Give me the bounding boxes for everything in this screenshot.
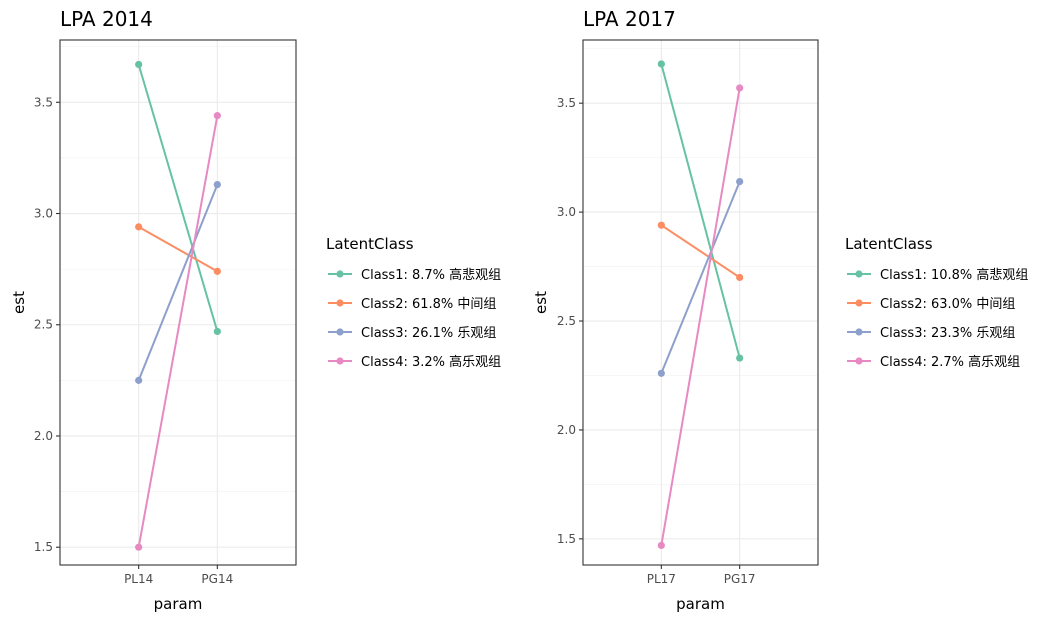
y-tick-label: 2.0 bbox=[557, 423, 576, 437]
legend-key-point bbox=[855, 270, 863, 278]
legend-item-class3: Class3: 26.1% 乐观组 bbox=[328, 326, 496, 341]
x-axis-title: param bbox=[676, 595, 725, 613]
series-line-class2 bbox=[660, 224, 741, 279]
data-point-class1-pl14 bbox=[135, 60, 143, 69]
plot-border bbox=[582, 39, 819, 566]
chart-panel-2: 1.5 2.0 2.5 3.0 3.5 PL17 PG17 LPA 2017 param est L… bbox=[532, 7, 1028, 613]
plot-background bbox=[60, 40, 296, 565]
x-tick-label: PL14 bbox=[124, 572, 153, 586]
legend-item-class4: Class4: 3.2% 高乐观组 bbox=[328, 354, 501, 370]
legend-label: Class4: 2.7% 高乐观组 bbox=[880, 354, 1020, 370]
x-axis-title: param bbox=[154, 595, 203, 613]
y-axis-title: est bbox=[532, 291, 550, 314]
legend-item-class2: Class2: 63.0% 中间组 bbox=[847, 297, 1015, 312]
data-point-class1-pg17 bbox=[736, 354, 744, 362]
data-point-class2-pg14 bbox=[213, 267, 221, 275]
plot-background bbox=[583, 40, 818, 565]
legend-key-point bbox=[336, 270, 344, 278]
y-tick-label: 3.0 bbox=[557, 205, 576, 219]
legend-key-point bbox=[855, 328, 863, 336]
legend-label: Class1: 8.7% 高悲观组 bbox=[361, 267, 501, 283]
series-line-class3 bbox=[660, 181, 741, 374]
series-line-class1 bbox=[137, 64, 219, 332]
y-tick-label: 2.5 bbox=[557, 314, 576, 328]
chart-title: LPA 2014 bbox=[60, 7, 153, 31]
y-tick-label: 3.5 bbox=[557, 96, 576, 110]
chart-panel-1: 1.5 2.0 2.5 3.0 3.5 PL14 PG14 LPA 2014 param est L… bbox=[10, 7, 501, 613]
legend-key-point bbox=[336, 299, 344, 307]
y-tick-label: 3.5 bbox=[34, 95, 53, 109]
chart-title: LPA 2017 bbox=[583, 7, 676, 31]
data-point-class4-pl17 bbox=[657, 541, 665, 549]
legend-item-class4: Class4: 2.7% 高乐观组 bbox=[847, 354, 1020, 370]
legend-title: LatentClass bbox=[326, 235, 414, 253]
y-tick-label: 1.5 bbox=[34, 540, 53, 554]
data-point-class3-pg17 bbox=[736, 177, 744, 186]
legend-label: Class1: 10.8% 高悲观组 bbox=[880, 267, 1028, 283]
series-line-class1 bbox=[660, 63, 741, 359]
series-line-class4 bbox=[660, 87, 741, 546]
x-tick-label: PL17 bbox=[647, 572, 676, 586]
legend-key-point bbox=[855, 299, 863, 307]
data-point-class1-pg14 bbox=[213, 327, 221, 336]
y-tick-label: 1.5 bbox=[557, 532, 576, 546]
legend-label: Class3: 26.1% 乐观组 bbox=[361, 326, 496, 341]
data-point-class3-pl14 bbox=[135, 376, 143, 384]
plot-border bbox=[59, 39, 297, 566]
legend-title: LatentClass bbox=[845, 235, 933, 253]
legend-item-class2: Class2: 61.8% 中间组 bbox=[328, 297, 496, 312]
legend-item-class3: Class3: 23.3% 乐观组 bbox=[847, 326, 1015, 341]
data-point-class2-pl14 bbox=[135, 223, 143, 231]
data-point-class4-pg17 bbox=[736, 84, 744, 92]
legend: LatentClass Class1: 8.7% 高悲观组 Class2: 61.8… bbox=[326, 235, 501, 370]
data-point-class4-pl14 bbox=[135, 543, 143, 551]
data-point-class1-pl17 bbox=[657, 60, 665, 68]
legend-item-class1: Class1: 8.7% 高悲观组 bbox=[328, 267, 501, 283]
data-point-class4-pg14 bbox=[213, 112, 221, 120]
series-line-class3 bbox=[137, 184, 219, 381]
y-tick-label: 2.0 bbox=[34, 429, 53, 443]
y-tick-label: 3.0 bbox=[34, 207, 53, 221]
legend-key-point bbox=[855, 357, 863, 365]
legend-label: Class2: 61.8% 中间组 bbox=[361, 297, 496, 312]
legend-label: Class4: 3.2% 高乐观组 bbox=[361, 354, 501, 370]
series-line-class4 bbox=[137, 115, 219, 548]
legend-item-class1: Class1: 10.8% 高悲观组 bbox=[847, 267, 1028, 283]
legend-key-point bbox=[336, 328, 344, 336]
data-point-class3-pg14 bbox=[213, 180, 221, 189]
series-line-class2 bbox=[138, 225, 218, 273]
data-point-class2-pg17 bbox=[736, 273, 744, 282]
legend-label: Class3: 23.3% 乐观组 bbox=[880, 326, 1015, 341]
legend-key-point bbox=[336, 357, 344, 365]
legend: LatentClass Class1: 10.8% 高悲观组 Class2: 63.… bbox=[845, 235, 1028, 370]
data-point-class2-pl17 bbox=[657, 221, 665, 229]
legend-label: Class2: 63.0% 中间组 bbox=[880, 297, 1015, 312]
y-tick-label: 2.5 bbox=[34, 318, 53, 332]
x-tick-label: PG17 bbox=[724, 572, 756, 586]
x-tick-label: PG14 bbox=[201, 572, 233, 586]
data-point-class3-pl17 bbox=[657, 369, 665, 377]
y-axis-title: est bbox=[10, 291, 28, 314]
